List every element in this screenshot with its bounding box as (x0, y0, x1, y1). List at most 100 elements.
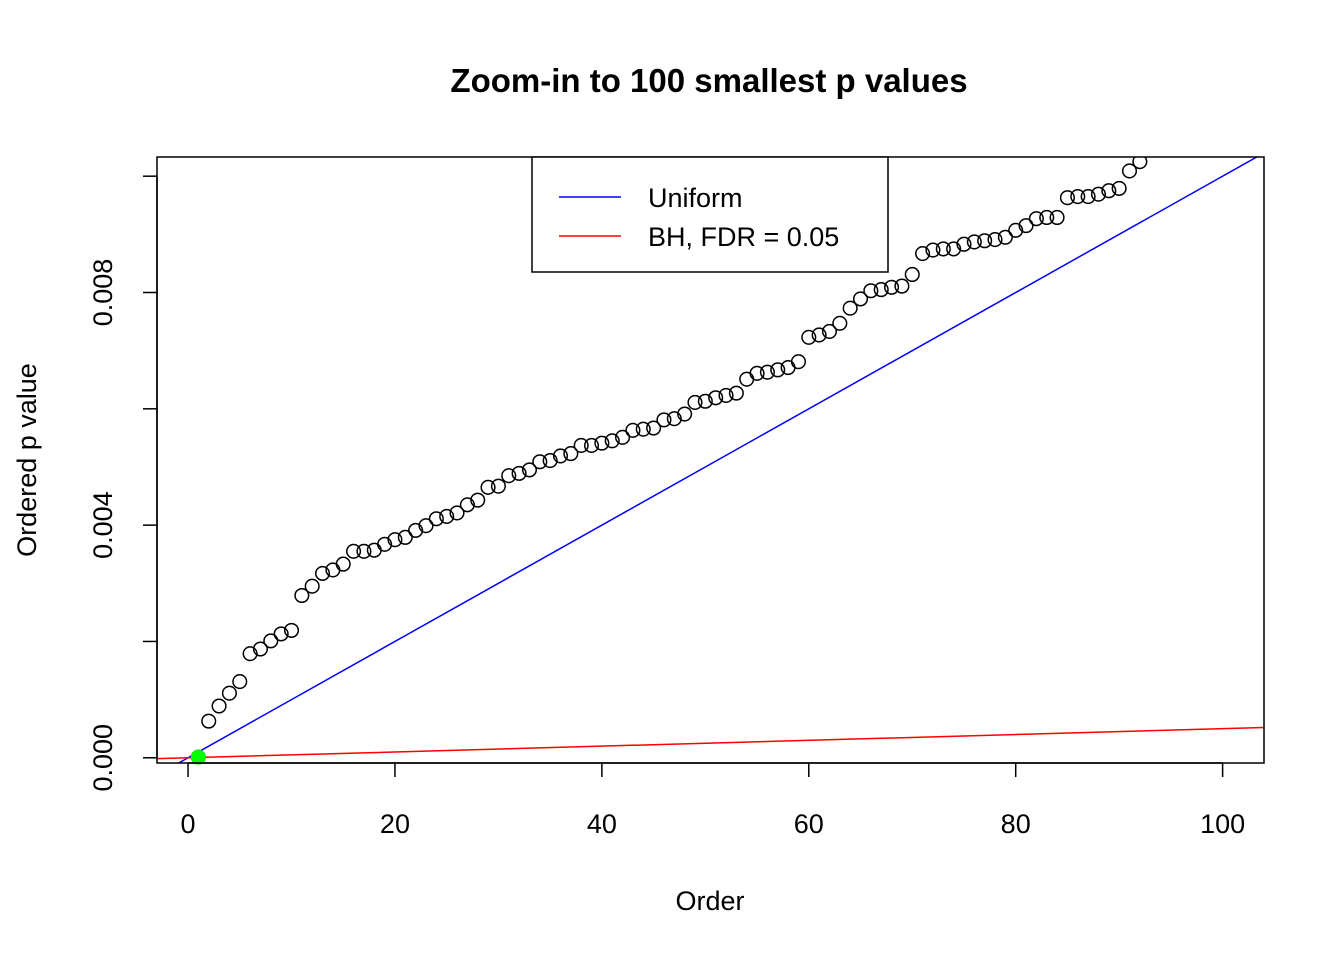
data-point (294, 587, 310, 604)
y-tick-label: 0.008 (88, 259, 118, 327)
y-tick-label: 0.004 (88, 491, 118, 559)
y-axis: 0.000 0.004 0.008 (88, 175, 158, 792)
data-point (997, 229, 1013, 245)
data-point (242, 646, 258, 662)
data-point (977, 233, 993, 249)
data-point (935, 241, 951, 257)
data-point (532, 454, 548, 470)
data-point (335, 556, 351, 572)
data-point (832, 315, 848, 331)
highlight-point (190, 749, 206, 765)
data-point (759, 364, 775, 380)
data-point (387, 532, 403, 548)
data-point (1164, 109, 1178, 123)
x-tick-label: 60 (794, 809, 824, 839)
data-point (418, 518, 434, 534)
data-point (397, 529, 413, 545)
data-point (863, 283, 879, 299)
y-tick-label: 0.000 (88, 724, 118, 792)
data-point (201, 713, 217, 729)
data-point (263, 633, 279, 649)
data-point (708, 390, 724, 406)
data-point (697, 393, 713, 409)
data-point (501, 468, 517, 484)
data-point (635, 421, 651, 437)
data-point (552, 448, 569, 464)
data-point (1070, 188, 1086, 205)
data-point (346, 543, 362, 559)
data-point (873, 282, 889, 298)
x-axis-label: Order (675, 886, 744, 916)
data-point (521, 462, 537, 478)
data-point (739, 371, 755, 387)
data-point (439, 508, 455, 524)
data-point (966, 234, 982, 250)
data-point (1205, 103, 1219, 117)
data-point (915, 245, 931, 262)
x-tick-label: 80 (1001, 809, 1031, 839)
data-point (894, 278, 910, 294)
data-point (377, 536, 393, 552)
data-point (1121, 163, 1138, 179)
data-point (221, 685, 237, 701)
data-point (749, 365, 765, 381)
data-point (314, 565, 331, 581)
data-point (728, 385, 744, 401)
data-point (470, 492, 486, 508)
data-point (1008, 222, 1024, 238)
data-point (211, 698, 227, 714)
x-tick-label: 20 (380, 809, 410, 839)
data-point (583, 437, 600, 454)
data-point (1049, 209, 1065, 226)
data-point (646, 420, 662, 436)
reference-line-1 (157, 726, 1264, 760)
data-point (884, 279, 900, 295)
data-point (1216, 98, 1230, 112)
legend-label-uniform: Uniform (648, 183, 743, 213)
data-point (356, 543, 372, 559)
x-tick-label: 0 (181, 809, 196, 839)
data-point (459, 497, 475, 513)
data-point (273, 626, 289, 642)
data-point (625, 422, 641, 438)
data-point (428, 511, 444, 527)
data-point (480, 479, 496, 495)
data-point (956, 236, 972, 252)
data-point (811, 327, 827, 343)
data-point (1185, 105, 1199, 119)
data-point (842, 300, 858, 316)
highlight-layer (190, 749, 206, 765)
data-point (573, 437, 589, 454)
data-point (770, 362, 786, 378)
legend-box (531, 156, 889, 273)
chart-title: Zoom-in to 100 smallest p values (450, 62, 967, 99)
data-point (666, 411, 682, 427)
reference-lines (157, 157, 1264, 763)
data-point (687, 394, 703, 410)
data-point (542, 453, 558, 469)
data-point (594, 435, 610, 451)
data-point (656, 412, 672, 428)
data-point (1028, 211, 1044, 227)
data-point (490, 478, 506, 494)
legend: Uniform BH, FDR = 0.05 (531, 156, 889, 273)
data-point (718, 387, 734, 403)
y-axis-label: Ordered p value (12, 363, 42, 557)
data-point (408, 522, 424, 538)
data-point (604, 433, 620, 449)
data-point (511, 465, 527, 481)
data-point (852, 291, 869, 307)
data-point (1039, 209, 1055, 226)
data-point (1174, 108, 1188, 122)
data-point (904, 266, 920, 283)
data-point (252, 641, 269, 657)
data-point (790, 354, 806, 370)
data-point (801, 329, 817, 345)
data-point (1018, 218, 1034, 234)
data-point (946, 241, 962, 257)
reference-line-0 (177, 157, 1259, 763)
data-point (304, 578, 320, 594)
data-point (1059, 190, 1075, 206)
x-tick-label: 100 (1200, 809, 1245, 839)
data-point (232, 674, 248, 690)
